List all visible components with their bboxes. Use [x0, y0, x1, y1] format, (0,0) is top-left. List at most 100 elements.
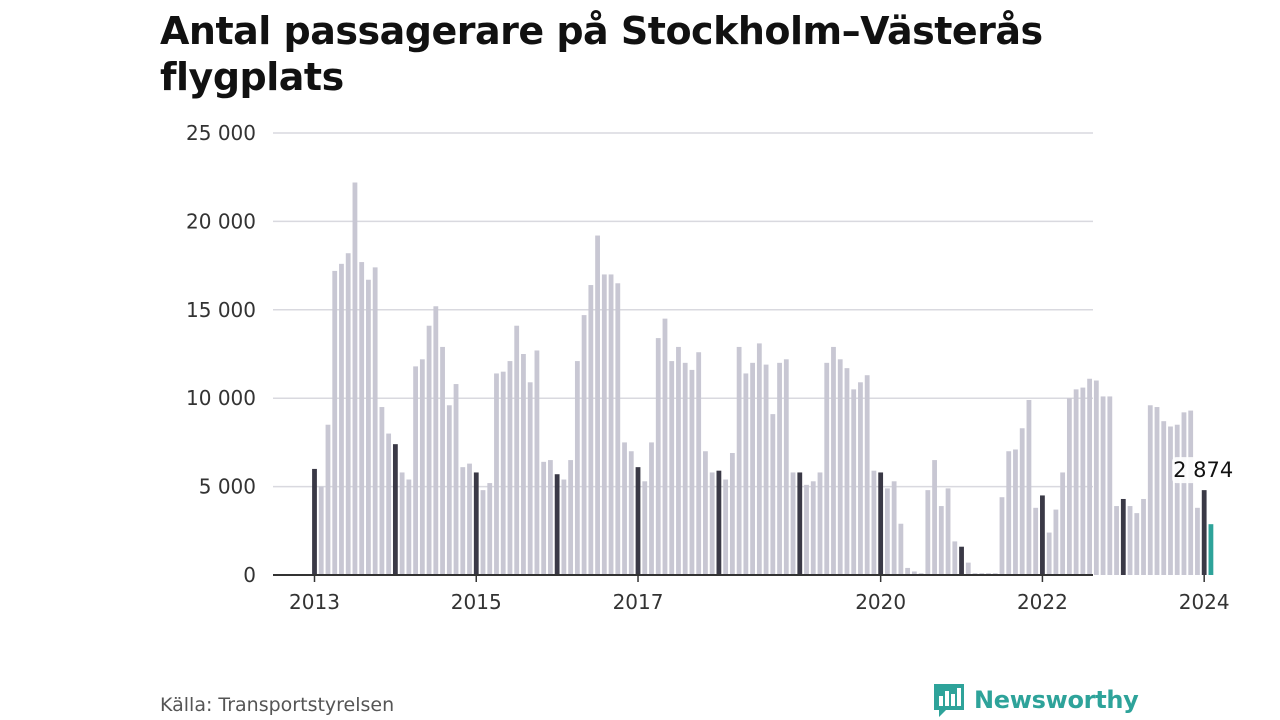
bar: [325, 424, 331, 575]
bar: [649, 442, 654, 575]
x-axis: 2013 2015 2017 2020 2022 2024: [273, 574, 1230, 614]
source-note: Källa: Transportstyrelsen: [160, 694, 395, 716]
bar: [777, 362, 782, 575]
bar: [507, 361, 513, 575]
bar: [1033, 507, 1039, 575]
bar: [824, 362, 830, 575]
bar: [366, 279, 371, 575]
bar: [783, 359, 789, 575]
bar: [1080, 387, 1086, 575]
bar: [1006, 451, 1012, 575]
bar: [871, 470, 877, 575]
bar: [1208, 524, 1214, 575]
y-axis-labels: 0 5 000 10 000 15 000 20 000 25 000: [186, 121, 256, 587]
bar: [1026, 399, 1032, 575]
bar: [574, 361, 580, 575]
bar: [615, 283, 621, 575]
bar: [548, 460, 553, 575]
bar: [534, 350, 540, 575]
bar: [905, 567, 911, 575]
bar: [1053, 509, 1059, 575]
bar: [1107, 396, 1113, 575]
latest-value-label: 2 874: [1173, 458, 1233, 482]
bar: [932, 460, 937, 575]
bar: [446, 405, 452, 575]
brand-logo[interactable]: Newsworthy: [932, 682, 1139, 718]
bar: [1120, 498, 1126, 575]
bar: [1147, 405, 1153, 575]
bar: [561, 479, 567, 575]
y-tick-label: 10 000: [186, 386, 256, 410]
bar: [736, 346, 742, 575]
bar: [392, 444, 398, 575]
bar: [372, 267, 378, 575]
bar: [703, 451, 708, 575]
bar: [797, 472, 803, 575]
brand-name: Newsworthy: [974, 686, 1139, 714]
bar: [332, 270, 338, 575]
bar: [750, 362, 755, 575]
bar: [1174, 424, 1180, 575]
bar: [440, 346, 445, 575]
bar: [723, 479, 729, 575]
bar: [756, 343, 762, 575]
bar: [1161, 421, 1167, 575]
bar: [1066, 398, 1072, 575]
bar: [689, 369, 695, 575]
bar: [878, 472, 884, 575]
x-tick-label: 2017: [613, 590, 664, 614]
bar: [312, 468, 317, 575]
annotation: 2 874: [1172, 457, 1235, 484]
bar: [521, 354, 526, 575]
bar: [655, 338, 661, 575]
bar: [1013, 449, 1018, 575]
bar: [588, 285, 594, 575]
bars: [312, 182, 1214, 575]
bar: [911, 571, 917, 575]
bar: [729, 453, 735, 575]
y-tick-label: 15 000: [186, 298, 256, 322]
bar: [581, 315, 587, 575]
x-tick-label: 2013: [289, 590, 340, 614]
bar: [554, 474, 560, 575]
bar: [804, 484, 809, 575]
y-tick-label: 25 000: [186, 121, 256, 145]
bar: [339, 263, 344, 575]
bar: [938, 506, 944, 575]
bar: [487, 483, 493, 575]
chart-title: Antal passagerare på Stockholm–Västerås …: [160, 9, 1043, 99]
bar: [858, 382, 863, 575]
bar: [500, 371, 506, 575]
bar: [716, 470, 722, 575]
bar: [1040, 495, 1045, 575]
bar: [1019, 428, 1025, 575]
bar: [844, 368, 850, 575]
bar: [1093, 380, 1099, 575]
bar: [965, 562, 971, 575]
bar: [433, 306, 439, 575]
bar: [1195, 507, 1200, 575]
bar: [864, 375, 870, 575]
bar: [426, 325, 432, 575]
bar: [790, 472, 796, 575]
x-tick-label: 2020: [855, 590, 906, 614]
bar: [1060, 472, 1066, 575]
bar: [399, 472, 405, 575]
bar: [817, 472, 823, 575]
bar: [467, 463, 472, 575]
bar: [891, 481, 897, 575]
bar: [837, 359, 843, 575]
bar: [379, 407, 385, 575]
bar: [1127, 506, 1133, 575]
bar: [595, 235, 600, 575]
bar: [527, 382, 533, 575]
bar: [885, 488, 890, 575]
bar: [959, 546, 964, 575]
bar: [1134, 513, 1140, 575]
x-tick-label: 2022: [1017, 590, 1068, 614]
bar: [770, 414, 776, 575]
bar: [1073, 389, 1079, 575]
bar: [568, 460, 574, 575]
bar: [480, 490, 486, 575]
